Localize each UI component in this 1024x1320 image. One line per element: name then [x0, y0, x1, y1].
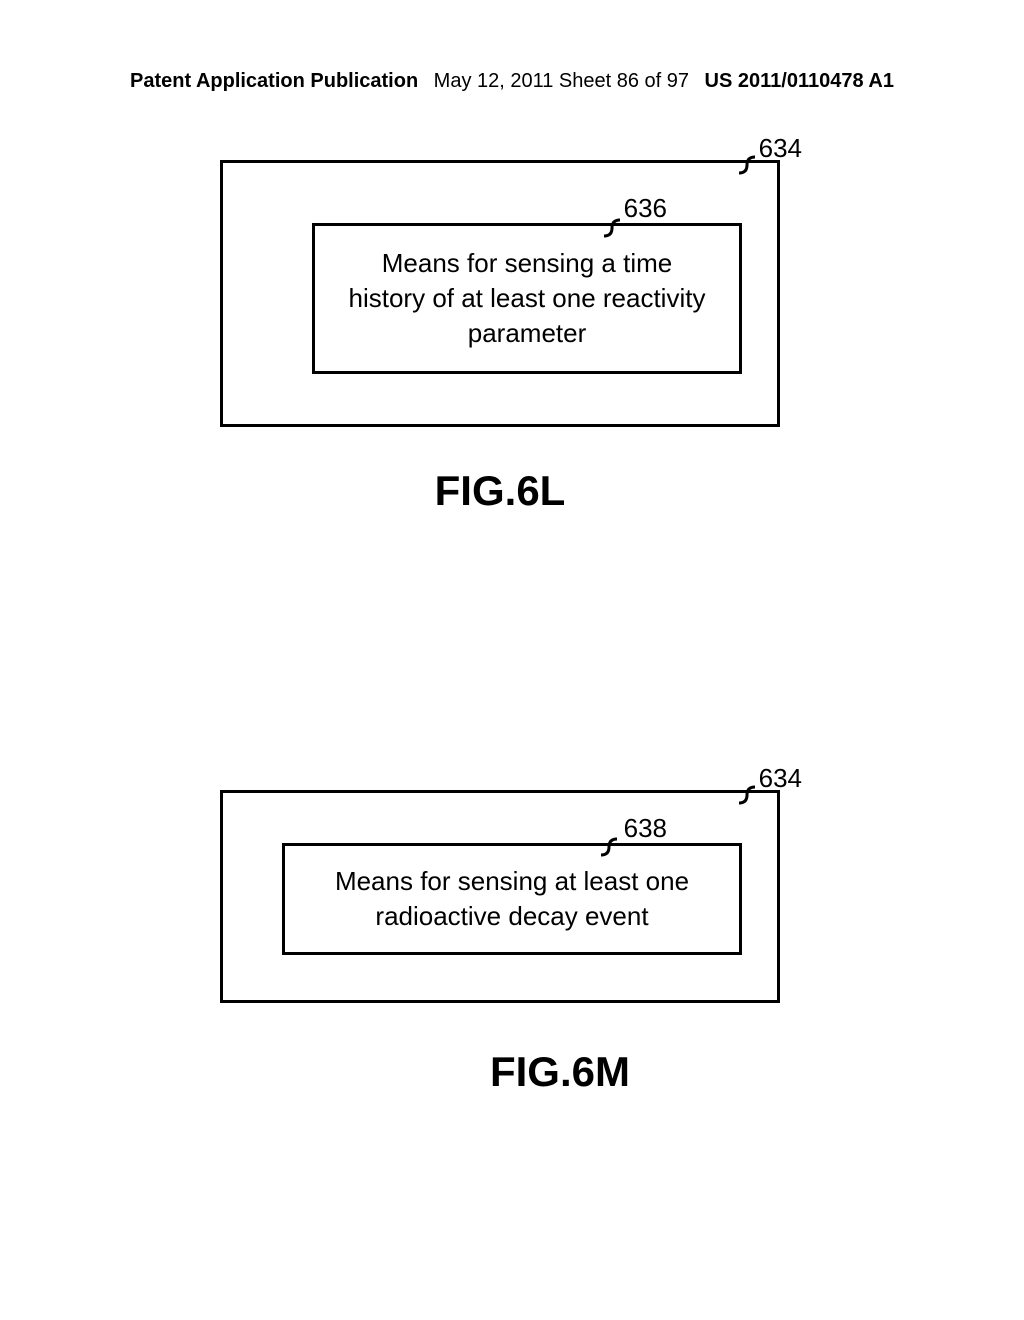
ref-label-634-m: 634	[759, 763, 802, 794]
page-header: Patent Application Publication May 12, 2…	[0, 70, 1024, 93]
ref-label-638: 638	[624, 813, 667, 844]
figure-6m-container: 634 638 Means for sensing at least one r…	[220, 790, 780, 1096]
figure-label-6l: FIG.6L	[220, 467, 780, 515]
hook-icon	[737, 155, 757, 177]
hook-icon	[737, 785, 757, 807]
outer-box-6l: 634 636 Means for sensing a time history…	[220, 160, 780, 427]
inner-box-6l: Means for sensing a time history of at l…	[312, 223, 742, 374]
figure-6l-container: 634 636 Means for sensing a time history…	[220, 160, 780, 515]
header-left: Patent Application Publication	[130, 70, 418, 93]
outer-box-6m: 634 638 Means for sensing at least one r…	[220, 790, 780, 1003]
inner-text-6m: Means for sensing at least one radioacti…	[335, 866, 689, 931]
figure-label-6m: FIG.6M	[340, 1048, 780, 1096]
header-right: US 2011/0110478 A1	[705, 70, 894, 93]
ref-label-636: 636	[624, 193, 667, 224]
inner-text-6l: Means for sensing a time history of at l…	[349, 248, 706, 348]
inner-box-6m: Means for sensing at least one radioacti…	[282, 843, 742, 955]
header-center: May 12, 2011 Sheet 86 of 97	[434, 70, 689, 93]
ref-label-634-l: 634	[759, 133, 802, 164]
